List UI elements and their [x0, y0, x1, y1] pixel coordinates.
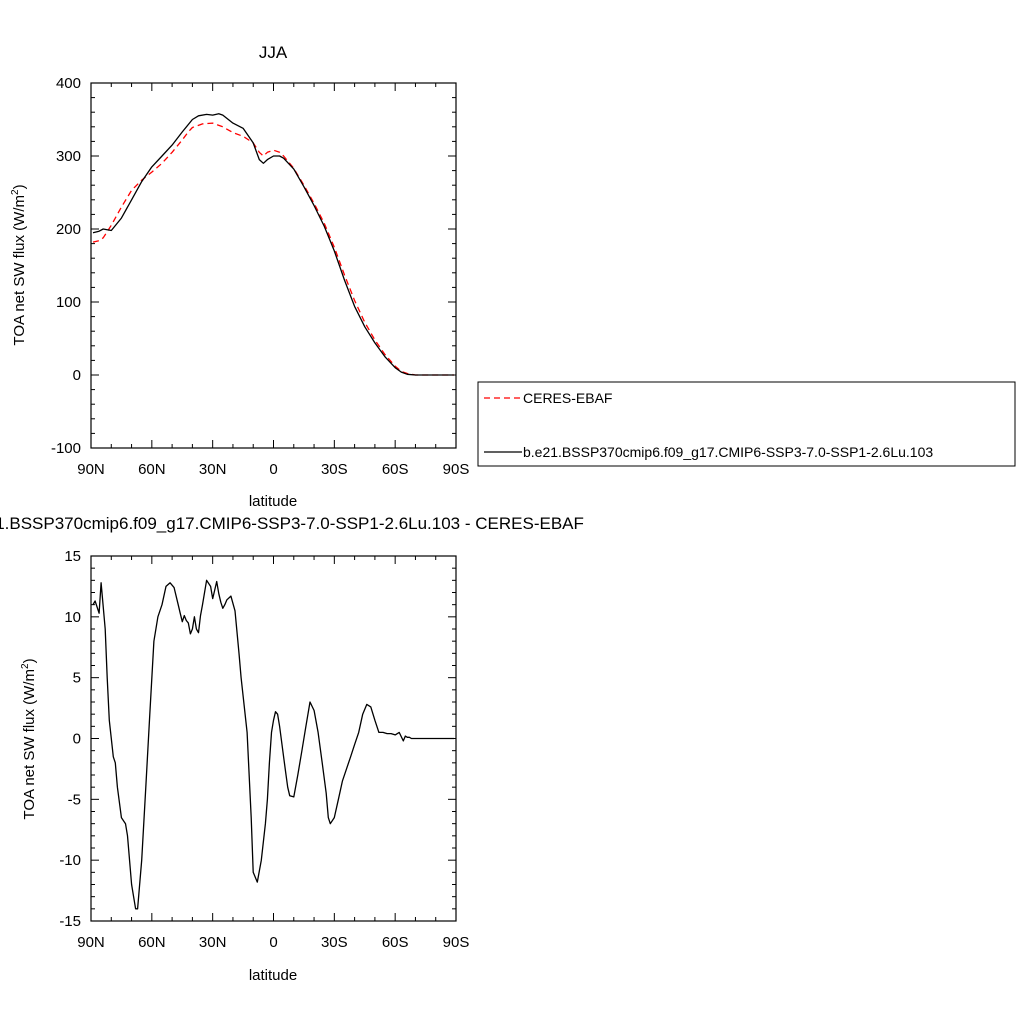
- bottom-panel-tick-labels: 90N 60N 30N 0 30S 60S 90S -15 -10 -5 0 5 10 15: [59, 548, 469, 951]
- y-tick-label: 0: [73, 367, 81, 384]
- top-panel-ylabel: TOA net SW flux (W/m2): [10, 184, 28, 345]
- top-panel: JJA TOA net SW flux (W/m2) latitude 90N 6…: [10, 43, 469, 510]
- bottom-panel: b.e21.BSSP370cmip6.f09_g17.CMIP6-SSP3-7.…: [0, 514, 584, 984]
- y-tick-label: 5: [73, 670, 81, 687]
- y-tick-label: 100: [56, 294, 81, 311]
- y-tick-label: 15: [64, 548, 81, 565]
- legend-label-ceres: CERES-EBAF: [523, 390, 612, 406]
- x-tick-label: 0: [269, 934, 277, 951]
- legend-box: [477, 381, 1016, 467]
- x-tick-label: 60S: [382, 934, 409, 951]
- y-tick-label: 300: [56, 148, 81, 165]
- y-tick-label: 10: [64, 609, 81, 626]
- y-tick-label: -10: [59, 852, 81, 869]
- x-tick-label: 60N: [138, 461, 166, 478]
- x-tick-label: 60S: [382, 461, 409, 478]
- top-panel-xlabel: latitude: [249, 493, 297, 510]
- x-tick-label: 30N: [199, 461, 227, 478]
- top-panel-ticks: [90, 82, 457, 449]
- x-tick-label: 90N: [77, 461, 105, 478]
- legend: CERES-EBAF b.e21.BSSP370cmip6.f09_g17.CM…: [477, 381, 1016, 467]
- y-tick-label: 0: [73, 731, 81, 748]
- y-tick-label: -15: [59, 913, 81, 930]
- x-tick-label: 30S: [321, 934, 348, 951]
- bottom-panel-title: b.e21.BSSP370cmip6.f09_g17.CMIP6-SSP3-7.…: [0, 514, 584, 533]
- series-line-1: [92, 113, 454, 376]
- bottom-panel-series: [92, 579, 454, 910]
- top-panel-series: [92, 113, 454, 376]
- x-tick-label: 90N: [77, 934, 105, 951]
- top-panel-title: JJA: [259, 43, 288, 62]
- bottom-panel-xlabel: latitude: [249, 967, 297, 984]
- y-tick-label: 200: [56, 221, 81, 238]
- series-line-0: [92, 579, 454, 910]
- bottom-panel-ticks: [90, 555, 457, 922]
- x-tick-label: 90S: [443, 461, 470, 478]
- series-line-0: [92, 122, 454, 376]
- x-tick-label: 30S: [321, 461, 348, 478]
- y-tick-label: -5: [68, 791, 81, 808]
- x-tick-label: 90S: [443, 934, 470, 951]
- bottom-panel-frame: [90, 555, 457, 922]
- x-tick-label: 30N: [199, 934, 227, 951]
- y-tick-label: 400: [56, 75, 81, 92]
- legend-label-model: b.e21.BSSP370cmip6.f09_g17.CMIP6-SSP3-7.…: [523, 444, 933, 460]
- bottom-panel-ylabel: TOA net SW flux (W/m2): [20, 658, 38, 819]
- top-panel-tick-labels: 90N 60N 30N 0 30S 60S 90S -100 0 100 200 300 400: [51, 75, 469, 478]
- top-panel-frame: [90, 82, 457, 449]
- x-tick-label: 60N: [138, 934, 166, 951]
- y-tick-label: -100: [51, 440, 81, 457]
- x-tick-label: 0: [269, 461, 277, 478]
